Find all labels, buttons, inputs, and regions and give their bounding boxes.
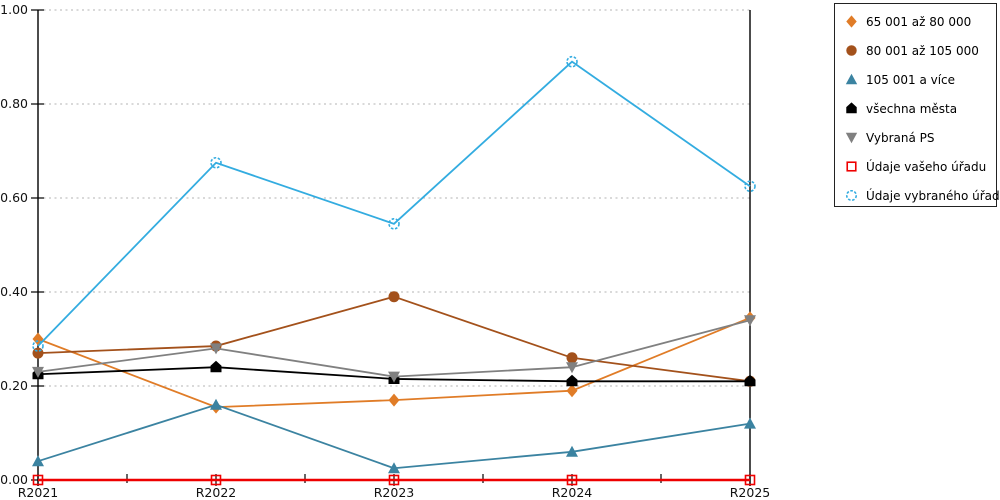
legend-label: Údaje vybraného úřadu: [866, 188, 1000, 203]
square-open-icon: [32, 474, 44, 486]
x-tick-label: R2021: [18, 485, 59, 500]
triangle-down-icon: [566, 362, 578, 374]
series-line: [37, 295, 751, 383]
pentagon-icon: [744, 374, 756, 387]
triangle-up-icon: [32, 455, 44, 467]
legend-marker: [845, 132, 858, 144]
triangle-down-icon: [32, 366, 44, 378]
legend-label: Údaje vašeho úřadu: [866, 159, 987, 174]
legend-item: 105 001 a více: [835, 65, 996, 94]
pentagon-icon: [210, 360, 222, 373]
y-tick-label: 0.80: [0, 96, 28, 111]
circle-icon: [32, 347, 44, 359]
legend-label: 80 001 až 105 000: [866, 43, 979, 58]
circle-icon: [388, 291, 400, 303]
y-tick-label: 0.60: [0, 190, 28, 205]
triangle-down-icon: [210, 343, 222, 355]
legend-marker: [845, 73, 858, 85]
y-tick-label: 1.00: [0, 2, 28, 17]
circle-open-icon: [744, 180, 756, 193]
series-5: [32, 474, 756, 486]
square-open-icon: [388, 474, 400, 486]
square-open-icon: [210, 474, 222, 486]
series-line: [37, 60, 751, 347]
series-6: [32, 55, 756, 352]
triangle-up-icon: [566, 445, 578, 457]
series-2: [32, 398, 756, 474]
diamond-icon: [846, 15, 857, 28]
legend-marker: [846, 102, 857, 114]
legend-item: 65 001 až 80 000: [835, 7, 996, 36]
legend-item: všechna města: [835, 94, 996, 123]
legend-marker: [846, 15, 857, 28]
circle-open-icon: [388, 218, 400, 230]
legend-item: Údaje vybraného úřadu: [835, 181, 1000, 210]
circle-open-icon: [845, 189, 858, 202]
series-4: [32, 315, 756, 383]
y-tick-label: 0.20: [0, 378, 28, 393]
triangle-up-icon: [210, 398, 222, 410]
legend-marker: [845, 189, 858, 202]
diamond-icon: [388, 393, 400, 407]
square-open-icon: [846, 161, 857, 172]
legend-label: 65 001 až 80 000: [866, 14, 972, 29]
circle-open-icon: [32, 340, 44, 352]
circle-open-icon: [210, 156, 222, 169]
circle-icon: [846, 45, 857, 56]
diamond-icon: [566, 384, 578, 398]
pentagon-icon: [566, 374, 578, 387]
legend-item: Vybraná PS: [835, 123, 996, 152]
legend-label: 105 001 a více: [866, 72, 956, 87]
legend-marker: [846, 161, 857, 172]
legend-item: 80 001 až 105 000: [835, 36, 996, 65]
y-tick-label: 0.00: [0, 472, 28, 487]
x-tick-label: R2023: [374, 485, 415, 500]
x-tick-label: R2024: [552, 485, 593, 500]
square-open-icon: [566, 474, 578, 486]
series-line: [37, 403, 751, 470]
triangle-down-icon: [744, 315, 756, 327]
x-tick-label: R2022: [196, 485, 237, 500]
chart-legend: 65 001 až 80 000 80 001 až 105 000 105 001…: [834, 3, 1000, 210]
circle-open-icon: [566, 55, 578, 68]
legend-label: všechna města: [866, 101, 958, 116]
pentagon-icon: [846, 102, 857, 114]
y-tick-label: 0.40: [0, 284, 28, 299]
triangle-up-icon: [744, 417, 756, 429]
legend-marker: [846, 45, 857, 56]
circle-icon: [566, 352, 578, 364]
triangle-down-icon: [388, 371, 400, 383]
legend-label: Vybraná PS: [866, 130, 935, 145]
x-tick-label: R2025: [730, 485, 771, 500]
triangle-up-icon: [388, 462, 400, 474]
triangle-down-icon: [845, 132, 858, 144]
series-0: [32, 311, 756, 414]
triangle-up-icon: [845, 73, 858, 85]
square-open-icon: [744, 474, 756, 486]
legend-item: Údaje vašeho úřadu: [835, 152, 996, 181]
